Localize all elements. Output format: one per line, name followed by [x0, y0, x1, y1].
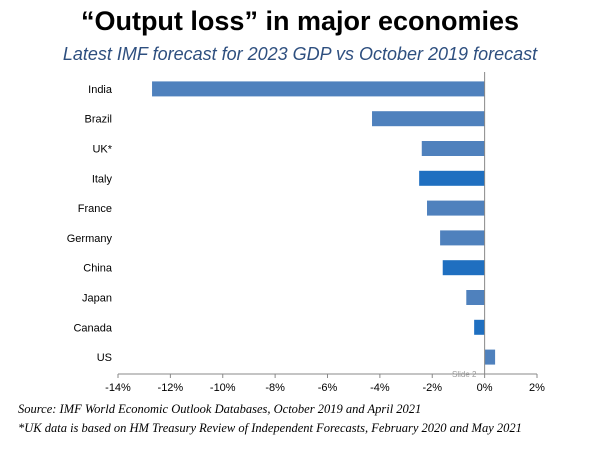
- category-label: Canada: [73, 322, 112, 334]
- x-tick-label: -12%: [158, 382, 184, 394]
- bar-us: [484, 349, 496, 365]
- category-label: US: [97, 352, 112, 364]
- chart-subtitle: Latest IMF forecast for 2023 GDP vs Octo…: [62, 44, 538, 64]
- category-label: Italy: [92, 173, 113, 185]
- bar-germany: [440, 230, 485, 246]
- category-label: China: [83, 263, 113, 275]
- category-label: France: [78, 203, 112, 215]
- bar-canada: [474, 319, 485, 335]
- x-tick-label: 2%: [529, 382, 545, 394]
- category-label: Germany: [67, 233, 113, 245]
- slide-label: Slide 2: [452, 370, 477, 379]
- bar-italy: [419, 170, 485, 186]
- x-tick-label: -10%: [210, 382, 236, 394]
- x-tick-label: 0%: [477, 382, 493, 394]
- x-tick-label: -6%: [318, 382, 338, 394]
- bar-chart: India Brazil UK* Italy France Germany China Jap…: [67, 72, 545, 394]
- x-tick-label: -14%: [105, 382, 131, 394]
- bar-uk: [421, 141, 485, 156]
- uk-footnote: *UK data is based on HM Treasury Review …: [18, 421, 522, 435]
- x-tick-label: -8%: [265, 382, 285, 394]
- source-note: Source: IMF World Economic Outlook Datab…: [18, 402, 422, 416]
- x-tick-label: -4%: [370, 382, 390, 394]
- chart-title: “Output loss” in major economies: [80, 6, 520, 36]
- bar-india: [152, 81, 485, 97]
- category-label: Japan: [82, 293, 112, 305]
- x-tick-label: -2%: [422, 382, 442, 394]
- bar-japan: [466, 290, 485, 305]
- bar-china: [442, 260, 485, 276]
- bar-france: [427, 200, 485, 216]
- category-label: Brazil: [84, 114, 112, 126]
- category-label: UK*: [92, 144, 112, 156]
- category-label: India: [88, 84, 113, 96]
- bar-brazil: [372, 111, 485, 127]
